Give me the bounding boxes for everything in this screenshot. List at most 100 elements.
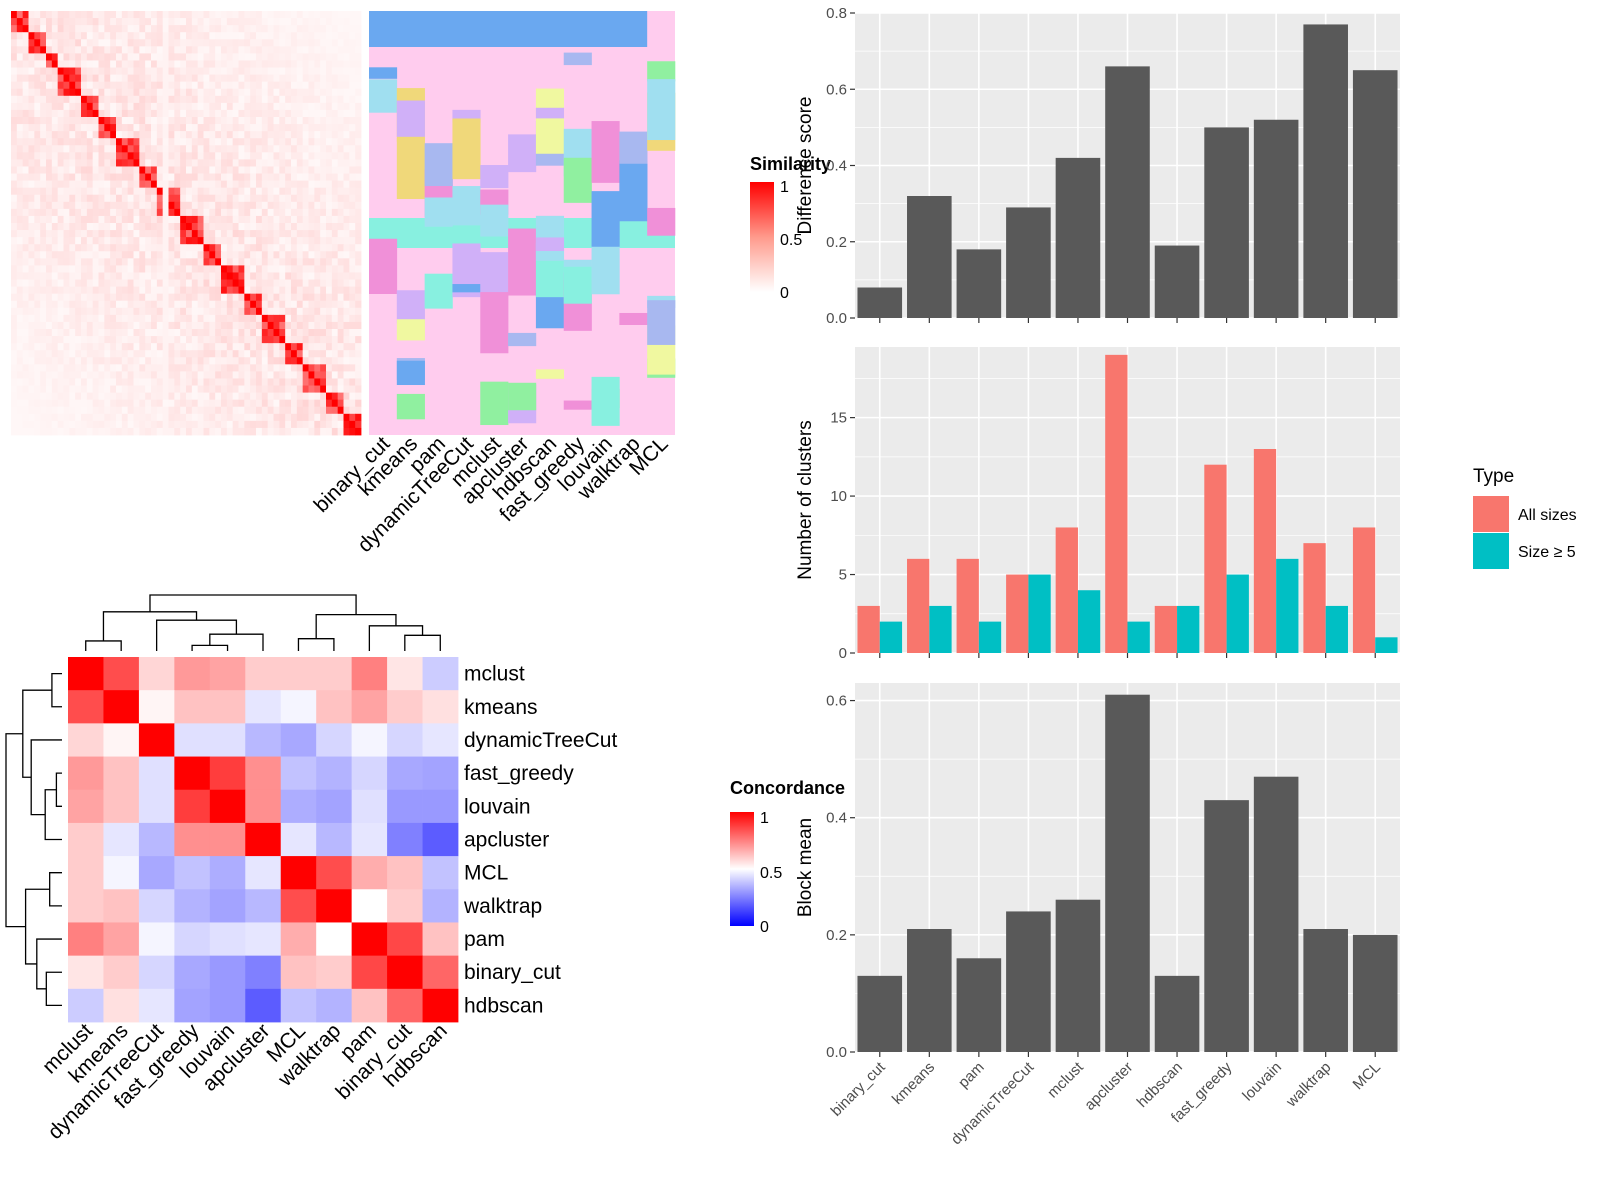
row-dendrogram-branch (55, 772, 62, 807)
similarity-cell (69, 279, 76, 287)
similarity-cell (232, 406, 239, 415)
similarity-cell (256, 357, 263, 365)
similarity-cell (279, 364, 286, 372)
similarity-cell (116, 131, 123, 139)
similarity-cell (51, 138, 59, 146)
similarity-cell (209, 406, 216, 415)
similarity-cell (69, 300, 76, 309)
similarity-cell (355, 145, 362, 153)
similarity-cell (285, 399, 292, 408)
similarity-cell (203, 406, 210, 415)
similarity-cell (250, 74, 257, 83)
similarity-cell (69, 208, 76, 217)
similarity-cell (168, 32, 175, 40)
similarity-cell (267, 258, 274, 266)
similarity-cell (151, 166, 158, 174)
similarity-cell (180, 329, 187, 337)
similarity-cell (139, 357, 146, 365)
similarity-cell (81, 109, 88, 118)
similarity-cell (256, 258, 263, 266)
similarity-cell (238, 244, 245, 252)
similarity-cell (121, 279, 129, 287)
similarity-cell (215, 74, 222, 83)
similarity-cell (186, 159, 193, 167)
similarity-cell (156, 74, 164, 83)
similarity-cell (221, 293, 228, 302)
similarity-cell (34, 32, 41, 40)
similarity-cell (221, 67, 228, 75)
similarity-cell (57, 152, 64, 160)
similarity-cell (244, 201, 251, 210)
similarity-cell (203, 336, 210, 344)
similarity-cell (285, 378, 292, 386)
similarity-cell (69, 272, 76, 280)
label-cell (591, 376, 620, 426)
similarity-cell (238, 180, 245, 189)
similarity-cell (238, 215, 245, 224)
similarity-cell (244, 329, 251, 337)
similarity-cell (46, 343, 53, 351)
similarity-cell (69, 371, 76, 379)
similarity-cell (174, 159, 181, 167)
bar-MCL-all-sizes (1352, 527, 1376, 653)
similarity-cell (343, 378, 350, 386)
similarity-cell (244, 258, 251, 266)
similarity-cell (81, 138, 88, 146)
similarity-cell (151, 152, 158, 160)
similarity-cell (151, 18, 158, 26)
similarity-cell (22, 159, 29, 167)
similarity-cell (98, 427, 105, 436)
similarity-cell (326, 145, 333, 153)
similarity-cell (133, 215, 140, 224)
similarity-cell (320, 131, 327, 139)
similarity-cell (57, 81, 64, 90)
similarity-cell (110, 223, 117, 231)
similarity-cell (285, 300, 292, 309)
similarity-cell (296, 371, 304, 379)
similarity-cell (209, 307, 216, 316)
similarity-cell (110, 88, 117, 97)
similarity-cell (156, 138, 164, 146)
similarity-cell (63, 293, 70, 302)
similarity-cell (63, 321, 70, 330)
similarity-cell (326, 60, 333, 68)
similarity-cell (162, 413, 169, 422)
similarity-cell (11, 53, 18, 61)
similarity-cell (279, 244, 286, 252)
similarity-cell (104, 385, 111, 393)
similarity-cell (320, 194, 327, 203)
similarity-cell (256, 399, 263, 408)
similarity-cell (308, 102, 315, 111)
similarity-cell (331, 230, 339, 238)
similarity-cell (116, 244, 123, 252)
similarity-cell (221, 145, 228, 153)
similarity-cell (232, 159, 239, 167)
similarity-cell (226, 237, 234, 245)
similarity-cell (291, 208, 298, 217)
similarity-cell (261, 336, 269, 344)
similarity-cell (40, 173, 47, 181)
similarity-cell (308, 350, 315, 358)
similarity-cell (261, 39, 269, 47)
similarity-cell (51, 258, 59, 266)
similarity-cell (133, 88, 140, 97)
similarity-cell (320, 279, 327, 287)
similarity-cell (349, 131, 356, 139)
similarity-cell (46, 88, 53, 97)
similarity-cell (133, 81, 140, 90)
similarity-cell (57, 74, 64, 83)
similarity-cell (349, 81, 356, 90)
similarity-cell (116, 420, 123, 429)
similarity-cell (92, 329, 99, 337)
similarity-cell (267, 60, 274, 68)
similarity-cell (98, 32, 105, 40)
similarity-cell (86, 350, 94, 358)
similarity-cell (28, 265, 35, 273)
similarity-cell (244, 251, 251, 259)
similarity-cell (326, 251, 333, 259)
concordance-cell (103, 889, 140, 923)
similarity-cell (75, 88, 82, 97)
similarity-cell (215, 237, 222, 245)
similarity-cell (92, 307, 99, 316)
label-cell (508, 134, 537, 173)
